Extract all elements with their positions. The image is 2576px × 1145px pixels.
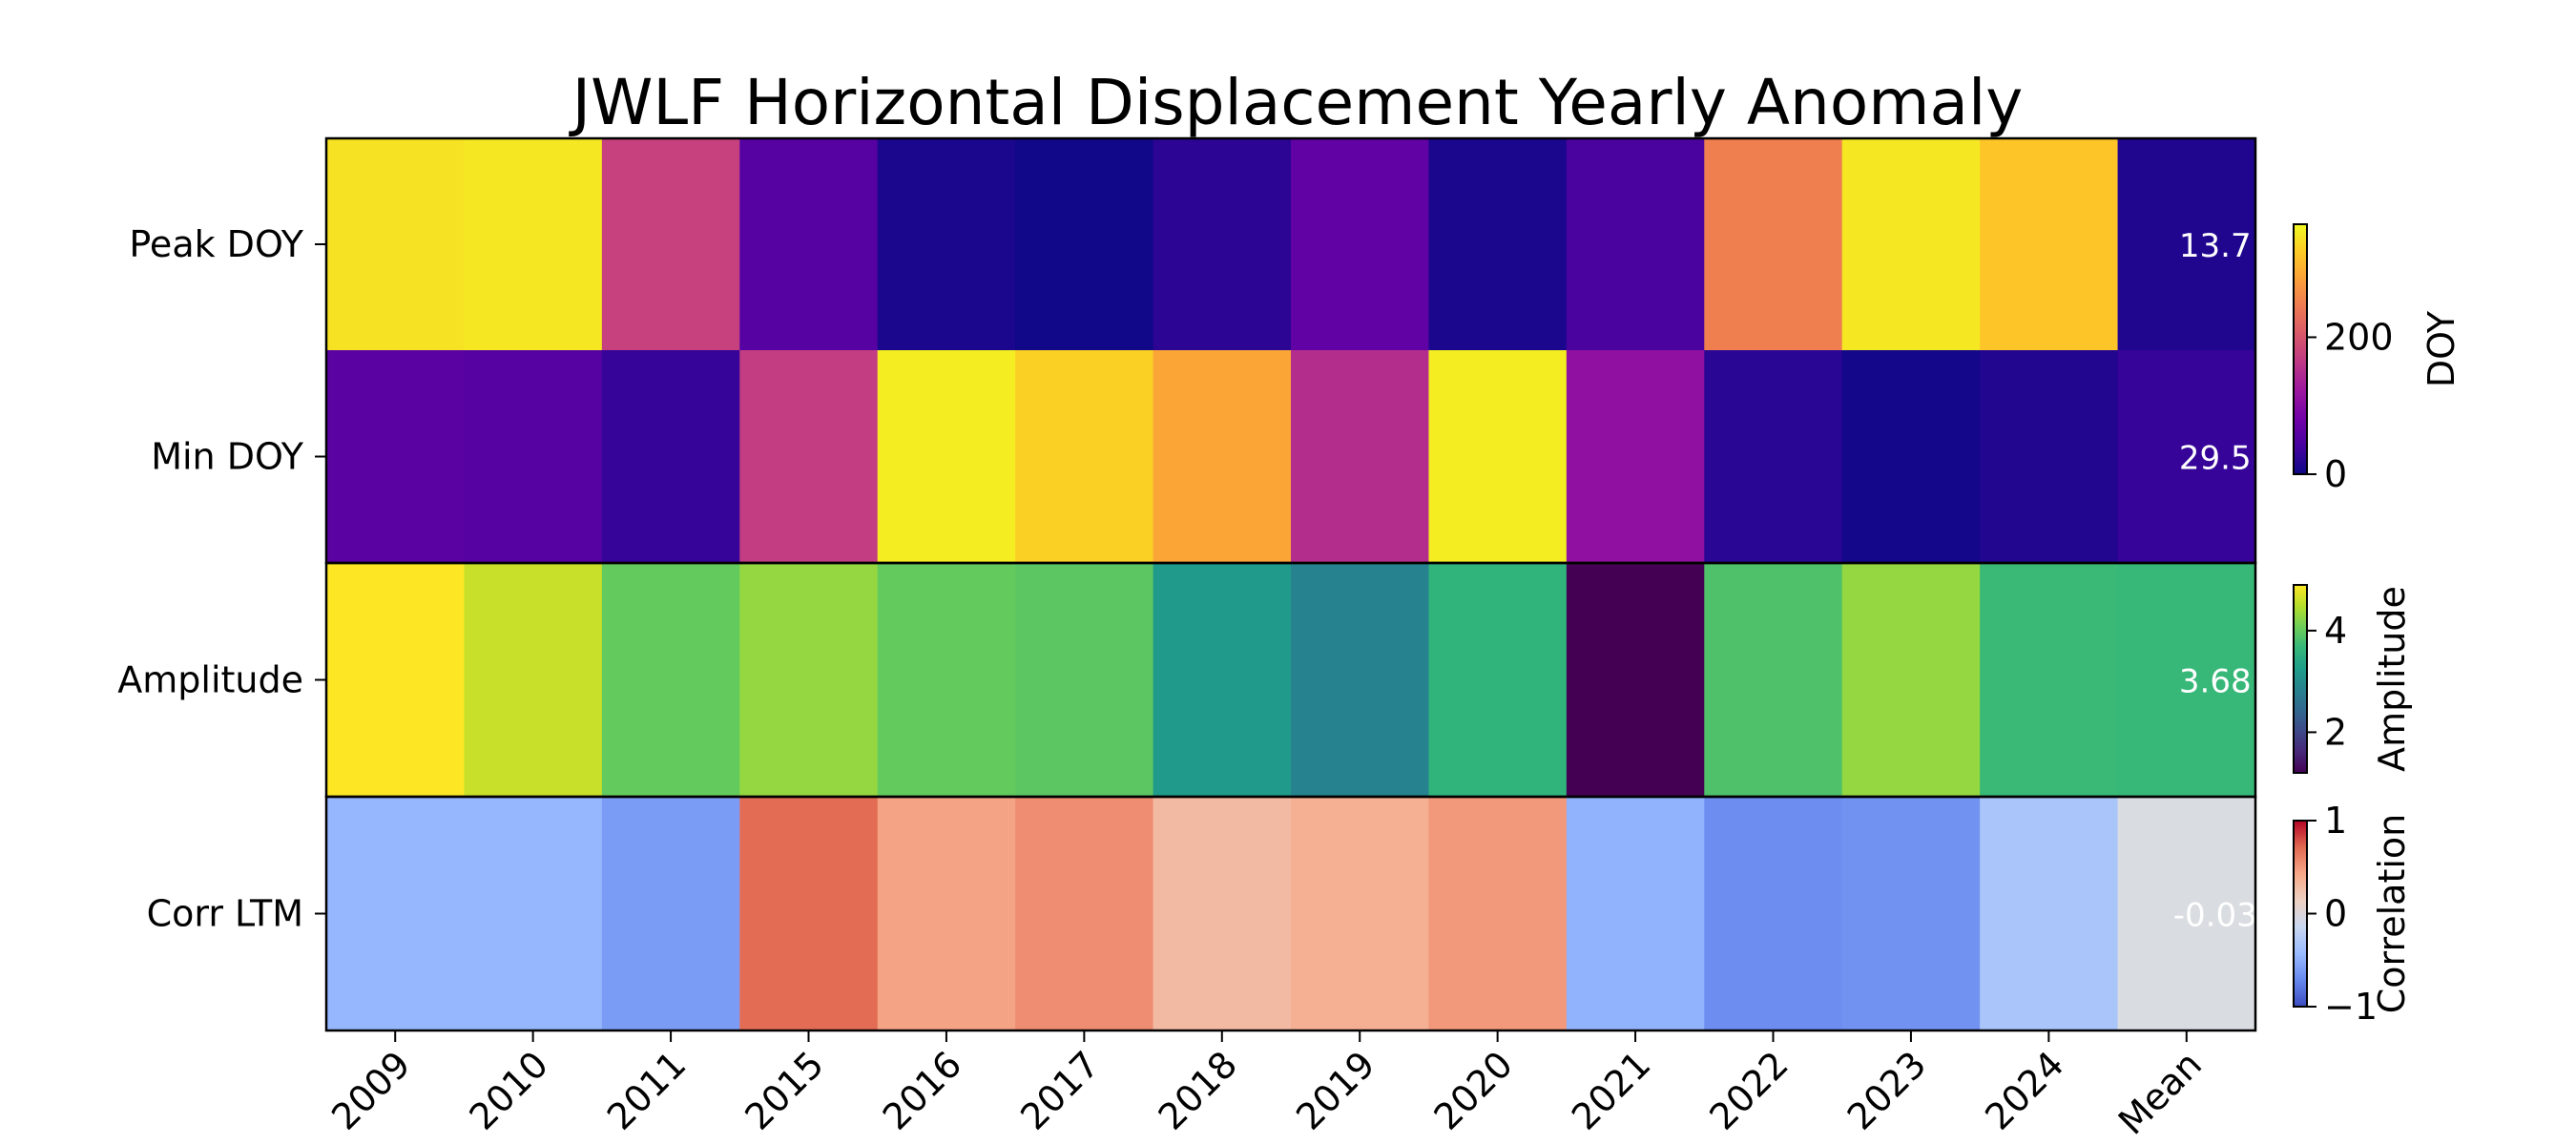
row-labels: Peak DOY Min DOY Amplitude Corr LTM (117, 223, 326, 935)
colorbar-tick-label: −1 (2324, 986, 2378, 1028)
cell-corr-ltm-2023 (1841, 797, 1981, 1030)
column-label: 2011 (599, 1043, 695, 1138)
cell-amplitude-2016 (877, 563, 1016, 797)
cell-amplitude-2009 (326, 563, 466, 797)
column-label: 2017 (1012, 1043, 1108, 1138)
colorbar-label: Amplitude (2371, 586, 2413, 772)
cell-corr-ltm-2010 (464, 797, 603, 1030)
cell-amplitude-2011 (601, 563, 740, 797)
cell-corr-ltm-2019 (1291, 797, 1430, 1030)
column-label: 2024 (1977, 1043, 2072, 1138)
cell-corr-ltm-2015 (739, 797, 879, 1030)
cell-peak-doy-2017 (1015, 138, 1154, 350)
cell-corr-ltm-2016 (877, 797, 1016, 1030)
row-label: Amplitude (117, 659, 303, 701)
column-labels: 2009 2010 2011 2015 2016 2017 2018 2019 2020 2021… (323, 1030, 2210, 1143)
colorbar-tick-label: 200 (2324, 316, 2394, 358)
cell-min-doy-2020 (1428, 350, 1568, 563)
cell-min-doy-2017 (1015, 350, 1154, 563)
cell-corr-ltm-2022 (1704, 797, 1843, 1030)
cell-amplitude-2018 (1153, 563, 1292, 797)
cell-corr-ltm-2021 (1566, 797, 1705, 1030)
cell-corr-ltm-mean (2117, 797, 2256, 1030)
colorbar-amplitude (2293, 584, 2308, 774)
chart-title: JWLF Horizontal Displacement Yearly Anom… (569, 66, 2024, 139)
colorbar-doy (2293, 223, 2308, 475)
row-label: Min DOY (151, 436, 304, 478)
column-label: 2020 (1426, 1043, 1522, 1138)
column-label: 2019 (1288, 1043, 1383, 1138)
cell-peak-doy-2020 (1428, 138, 1568, 350)
colorbar-label: DOY (2420, 310, 2462, 387)
cell-corr-ltm-2017 (1015, 797, 1154, 1030)
heatmap-cells (326, 138, 2256, 1030)
cell-peak-doy-mean (2117, 138, 2256, 350)
cell-amplitude-2010 (464, 563, 603, 797)
column-label: 2023 (1839, 1043, 1935, 1138)
column-label: Mean (2110, 1043, 2210, 1142)
cell-min-doy-2022 (1704, 350, 1843, 563)
mean-value-label: 3.68 (2179, 663, 2252, 701)
colorbar-correlation (2293, 820, 2308, 1008)
cell-amplitude-2019 (1291, 563, 1430, 797)
cell-min-doy-mean (2117, 350, 2256, 563)
colorbar-label: Correlation (2371, 814, 2413, 1014)
cell-peak-doy-2022 (1704, 138, 1843, 350)
cell-amplitude-2021 (1566, 563, 1705, 797)
column-label: 2009 (323, 1043, 419, 1138)
cell-peak-doy-2016 (877, 138, 1016, 350)
cell-corr-ltm-2024 (1980, 797, 2119, 1030)
cell-peak-doy-2010 (464, 138, 603, 350)
cell-peak-doy-2019 (1291, 138, 1430, 350)
cell-corr-ltm-2011 (601, 797, 740, 1030)
cell-min-doy-2009 (326, 350, 466, 563)
cell-min-doy-2011 (601, 350, 740, 563)
cell-amplitude-2023 (1841, 563, 1981, 797)
cell-min-doy-2016 (877, 350, 1016, 563)
cell-corr-ltm-2009 (326, 797, 466, 1030)
cell-min-doy-2023 (1841, 350, 1981, 563)
cell-amplitude-2022 (1704, 563, 1843, 797)
cell-min-doy-2021 (1566, 350, 1705, 563)
cell-peak-doy-2018 (1153, 138, 1292, 350)
cell-peak-doy-2009 (326, 138, 466, 350)
cell-min-doy-2015 (739, 350, 879, 563)
row-label: Corr LTM (147, 893, 303, 935)
cell-amplitude-mean (2117, 563, 2256, 797)
mean-value-label: 13.7 (2179, 227, 2252, 265)
column-label: 2016 (875, 1043, 970, 1138)
mean-value-label: -0.03 (2173, 897, 2257, 935)
cell-min-doy-2018 (1153, 350, 1292, 563)
colorbar-tick-label: 0 (2324, 453, 2347, 495)
cell-min-doy-2024 (1980, 350, 2119, 563)
column-label: 2022 (1701, 1043, 1797, 1138)
row-label: Peak DOY (129, 223, 303, 265)
cell-min-doy-2019 (1291, 350, 1430, 563)
cell-corr-ltm-2020 (1428, 797, 1568, 1030)
colorbar-tick-label: 2 (2324, 711, 2347, 753)
cell-min-doy-2010 (464, 350, 603, 563)
cell-corr-ltm-2018 (1153, 797, 1292, 1030)
column-label: 2010 (462, 1043, 557, 1138)
column-label: 2018 (1151, 1043, 1246, 1138)
cell-peak-doy-2011 (601, 138, 740, 350)
column-label: 2021 (1564, 1043, 1659, 1138)
cell-peak-doy-2023 (1841, 138, 1981, 350)
cell-peak-doy-2024 (1980, 138, 2119, 350)
colorbars: 0 200 DOY 2 4 Amplitude −1 0 1 Correlation (2293, 223, 2462, 1028)
mean-value-labels: 13.7 29.5 3.68 -0.03 (2173, 227, 2257, 935)
colorbar-tick-label: 1 (2324, 800, 2347, 842)
colorbar-tick-label: 4 (2324, 610, 2347, 652)
cell-peak-doy-2021 (1566, 138, 1705, 350)
cell-peak-doy-2015 (739, 138, 879, 350)
cell-amplitude-2017 (1015, 563, 1154, 797)
cell-amplitude-2015 (739, 563, 879, 797)
column-label: 2015 (737, 1043, 832, 1138)
cell-amplitude-2020 (1428, 563, 1568, 797)
cell-amplitude-2024 (1980, 563, 2119, 797)
mean-value-label: 29.5 (2179, 440, 2252, 478)
colorbar-tick-label: 0 (2324, 893, 2347, 935)
